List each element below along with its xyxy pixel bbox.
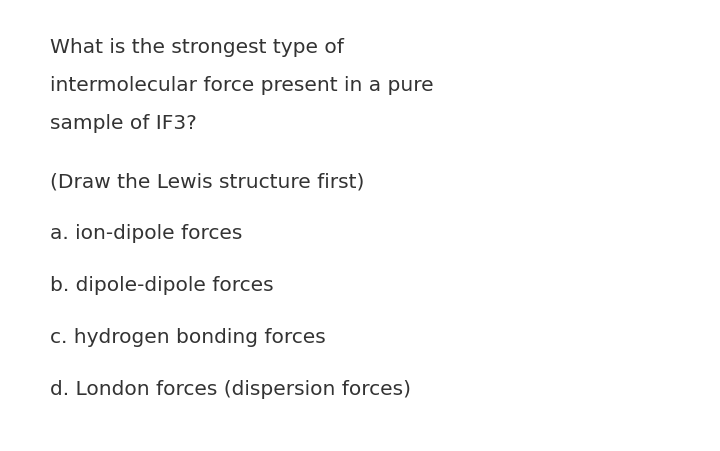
Text: What is the strongest type of: What is the strongest type of	[50, 38, 344, 57]
Text: c. hydrogen bonding forces: c. hydrogen bonding forces	[50, 327, 325, 346]
Text: b. dipole-dipole forces: b. dipole-dipole forces	[50, 276, 274, 295]
Text: a. ion-dipole forces: a. ion-dipole forces	[50, 224, 243, 243]
Text: d. London forces (dispersion forces): d. London forces (dispersion forces)	[50, 379, 411, 398]
Text: sample of IF3?: sample of IF3?	[50, 114, 197, 133]
Text: (Draw the Lewis structure first): (Draw the Lewis structure first)	[50, 172, 364, 191]
Text: intermolecular force present in a pure: intermolecular force present in a pure	[50, 76, 433, 95]
